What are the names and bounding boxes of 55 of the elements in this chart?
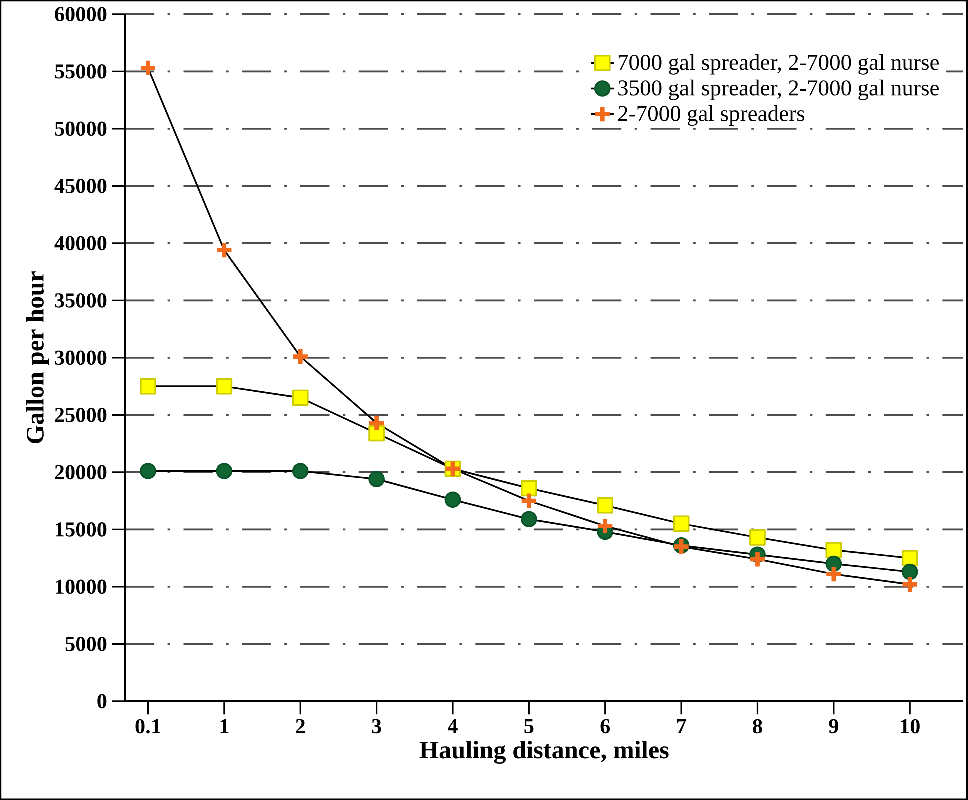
y-tick-label: 5000 (66, 636, 107, 652)
x-tick-label: 2 (296, 719, 305, 734)
point (140, 462, 156, 480)
point (216, 462, 233, 480)
y-axis-title: Gallon per hour (26, 271, 50, 444)
point (826, 566, 842, 582)
y-tick-label: 20000 (55, 465, 107, 480)
point (368, 470, 385, 488)
y-tick-label: 50000 (55, 122, 107, 136)
point (673, 516, 690, 532)
point (902, 577, 918, 592)
point (521, 480, 538, 496)
x-tick-label: 9 (829, 719, 838, 734)
x-axis-title: Hauling distance, miles (420, 740, 669, 764)
y-tick-label: 25000 (55, 408, 107, 422)
point (292, 390, 309, 406)
point (140, 378, 156, 395)
point (293, 349, 308, 364)
point (750, 552, 766, 567)
point (216, 378, 233, 395)
point (292, 462, 309, 480)
y-tick-label: 15000 (56, 522, 107, 537)
y-tick-label: 0 (98, 694, 107, 708)
x-tick-label: 3 (372, 719, 382, 734)
x-tick-label: 1 (220, 719, 229, 734)
y-tick-label: 60000 (55, 7, 107, 22)
x-tick-label: 10 (901, 719, 920, 734)
y-tick-label: 10000 (56, 580, 107, 594)
point (368, 425, 385, 442)
point (902, 550, 918, 566)
x-tick-label: 5 (524, 719, 534, 734)
point (902, 564, 918, 580)
point (444, 492, 462, 508)
y-tick-label: 35000 (55, 293, 107, 308)
x-tick-label: 8 (753, 719, 762, 734)
y-tick-label: 45000 (54, 178, 107, 194)
point (521, 511, 538, 528)
x-tick-label: 4 (448, 719, 458, 734)
x-tick-label: 0.1 (136, 719, 160, 734)
point (598, 518, 613, 534)
legend-label: 2-7000 gal spreaders (618, 105, 805, 126)
point (140, 60, 156, 76)
point (522, 494, 536, 508)
legend-label: 7000 gal spreader, 2-7000 gal nurse (618, 54, 939, 75)
point (217, 242, 232, 258)
point (369, 416, 384, 430)
x-tick-label: 6 (600, 719, 610, 734)
y-tick-label: 30000 (55, 350, 107, 365)
point (750, 529, 766, 546)
y-tick-label: 40000 (54, 236, 107, 250)
y-tick-label: 55000 (55, 64, 107, 79)
point (597, 497, 614, 514)
legend-label: 3500 gal spreader, 2-7000 gal nurse (618, 80, 939, 100)
x-tick-label: 7 (677, 719, 686, 734)
point (826, 542, 842, 558)
